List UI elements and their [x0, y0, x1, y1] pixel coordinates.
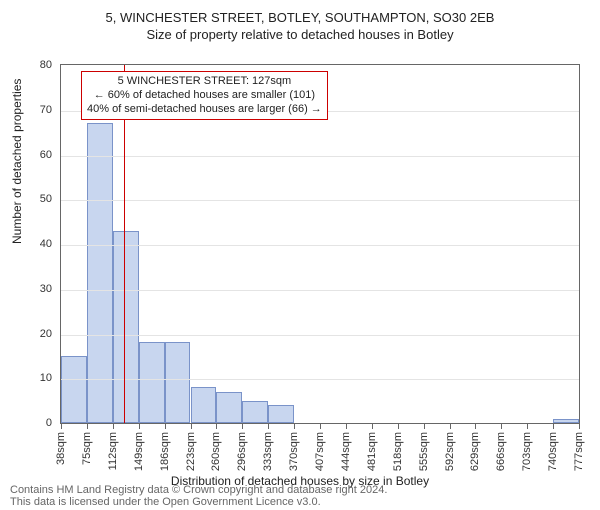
histogram-bar — [139, 342, 165, 423]
callout-box: 5 WINCHESTER STREET: 127sqm← 60% of deta… — [81, 71, 328, 120]
callout-line-2: ← 60% of detached houses are smaller (10… — [87, 89, 322, 103]
y-tick-label: 20 — [0, 328, 52, 340]
footer-line-1: Contains HM Land Registry data © Crown c… — [10, 484, 387, 496]
x-tick-label: 444sqm — [340, 432, 352, 471]
chart-title: 5, WINCHESTER STREET, BOTLEY, SOUTHAMPTO… — [0, 10, 600, 25]
x-tick-label: 149sqm — [133, 432, 145, 471]
y-tick-label: 50 — [0, 193, 52, 205]
y-tick-label: 30 — [0, 283, 52, 295]
chart-container: 5, WINCHESTER STREET, BOTLEY, SOUTHAMPTO… — [0, 10, 600, 510]
titles: 5, WINCHESTER STREET, BOTLEY, SOUTHAMPTO… — [0, 10, 600, 42]
x-tick-label: 333sqm — [262, 432, 274, 471]
x-tick-label: 75sqm — [81, 432, 93, 465]
x-tick-label: 407sqm — [314, 432, 326, 471]
x-tick-label: 518sqm — [392, 432, 404, 471]
callout-line-1: 5 WINCHESTER STREET: 127sqm — [87, 75, 322, 89]
chart-subtitle: Size of property relative to detached ho… — [0, 27, 600, 42]
histogram-bar — [553, 419, 579, 423]
histogram-bar — [216, 392, 242, 423]
histogram-bar — [242, 401, 268, 423]
x-tick-label: 777sqm — [573, 432, 585, 471]
x-tick-label: 481sqm — [366, 432, 378, 471]
y-tick-label: 40 — [0, 238, 52, 250]
histogram-bar — [165, 342, 191, 423]
x-tick-label: 592sqm — [444, 432, 456, 471]
footer-line-2: This data is licensed under the Open Gov… — [10, 496, 321, 508]
x-tick-label: 186sqm — [159, 432, 171, 471]
y-tick-label: 70 — [0, 104, 52, 116]
histogram-bar — [268, 405, 294, 423]
x-tick-label: 38sqm — [55, 432, 67, 465]
y-tick-label: 10 — [0, 372, 52, 384]
footer-attribution: Contains HM Land Registry data © Crown c… — [10, 484, 387, 508]
x-tick-label: 703sqm — [521, 432, 533, 471]
x-tick-label: 555sqm — [418, 432, 430, 471]
y-tick-label: 60 — [0, 149, 52, 161]
histogram-bar — [191, 387, 217, 423]
y-tick-label: 80 — [0, 59, 52, 71]
x-tick-label: 370sqm — [288, 432, 300, 471]
x-tick-label: 629sqm — [469, 432, 481, 471]
histogram-bar — [61, 356, 87, 423]
histogram-bar — [87, 123, 113, 423]
x-tick-label: 666sqm — [495, 432, 507, 471]
x-tick-label: 740sqm — [547, 432, 559, 471]
y-tick-label: 0 — [0, 417, 52, 429]
x-tick-label: 223sqm — [185, 432, 197, 471]
x-tick-label: 260sqm — [210, 432, 222, 471]
x-tick-label: 112sqm — [107, 432, 119, 470]
callout-line-3: 40% of semi-detached houses are larger (… — [87, 103, 322, 117]
histogram-bar — [113, 231, 139, 423]
x-tick-label: 296sqm — [236, 432, 248, 471]
plot-area: 5 WINCHESTER STREET: 127sqm← 60% of deta… — [60, 64, 580, 424]
